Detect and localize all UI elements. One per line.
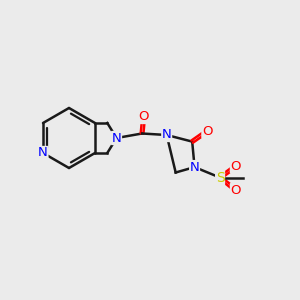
- Text: O: O: [230, 160, 241, 173]
- Text: O: O: [230, 184, 241, 197]
- Text: S: S: [216, 171, 224, 184]
- Text: N: N: [162, 128, 172, 142]
- Text: N: N: [112, 131, 122, 145]
- Text: O: O: [138, 110, 149, 124]
- Text: O: O: [202, 124, 212, 138]
- Text: N: N: [190, 160, 200, 174]
- Text: N: N: [38, 146, 48, 160]
